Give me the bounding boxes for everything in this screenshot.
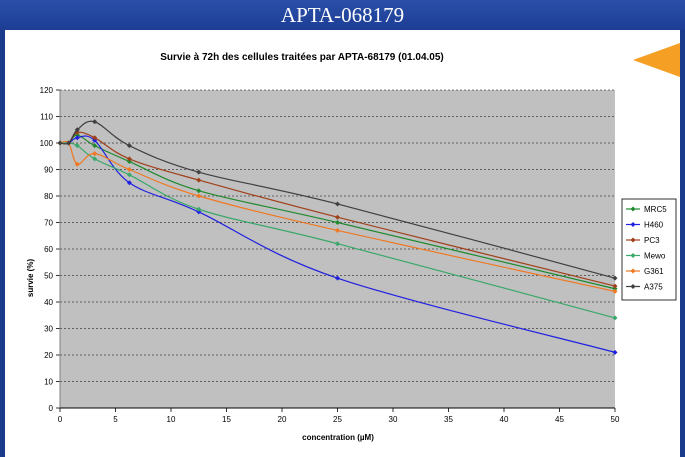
page-title: APTA-068179 <box>280 3 405 27</box>
data-point <box>196 177 202 183</box>
data-point <box>196 206 202 212</box>
series-line-mewo <box>59 142 616 319</box>
y-tick-label: 50 <box>44 272 53 281</box>
data-point <box>74 135 80 141</box>
y-axis-label: survie (%) <box>26 259 35 298</box>
data-point <box>612 288 618 294</box>
legend-label-a375: A375 <box>644 283 663 292</box>
data-point <box>92 137 98 143</box>
x-tick-label: 30 <box>389 415 398 424</box>
x-tick-label: 5 <box>113 415 118 424</box>
data-point <box>92 135 98 141</box>
x-tick-label: 15 <box>222 415 231 424</box>
chart: Survie à 72h des cellules traitées par A… <box>26 43 680 442</box>
x-tick-label: 45 <box>555 415 564 424</box>
x-tick-label: 40 <box>500 415 509 424</box>
chart-panel: Survie à 72h des cellules traitées par A… <box>5 30 680 457</box>
legend-marker <box>630 268 636 274</box>
page-header: APTA-068179 <box>0 0 685 30</box>
legend-marker <box>630 222 636 227</box>
data-point <box>196 188 202 194</box>
data-point <box>74 127 80 133</box>
data-point <box>126 159 132 165</box>
legend-label-h460: H460 <box>644 221 664 230</box>
data-point <box>126 172 132 178</box>
legend-label-mrc5: MRC5 <box>644 205 667 214</box>
data-point <box>612 349 618 355</box>
y-tick-label: 80 <box>44 192 53 201</box>
legend-marker <box>630 206 636 212</box>
series-lines <box>57 119 618 355</box>
data-point <box>196 209 202 215</box>
data-point <box>66 140 72 146</box>
x-tick-label: 0 <box>58 415 63 424</box>
data-point <box>126 180 132 186</box>
data-point <box>612 315 618 321</box>
legend-box <box>621 198 677 301</box>
grid-lines <box>60 89 615 382</box>
data-point <box>74 129 80 135</box>
x-tick-label: 25 <box>333 415 342 424</box>
x-tick-label: 50 <box>611 415 620 424</box>
data-point <box>57 140 63 146</box>
data-point <box>196 193 202 199</box>
data-point <box>126 156 132 162</box>
data-point <box>74 161 80 167</box>
data-point <box>126 143 132 149</box>
legend-label-pc3: PC3 <box>644 236 660 245</box>
y-tick-label: 90 <box>44 166 53 175</box>
data-point <box>126 167 132 172</box>
data-point <box>92 156 98 162</box>
data-point <box>612 275 618 281</box>
y-tick-label: 110 <box>40 113 53 122</box>
y-tick-label: 60 <box>44 245 53 254</box>
y-tick-label: 120 <box>40 86 54 95</box>
data-point <box>74 143 80 149</box>
data-point <box>335 214 340 220</box>
y-tick-label: 10 <box>44 378 53 387</box>
data-point <box>612 283 618 289</box>
y-tick-label: 70 <box>44 219 53 228</box>
y-tick-label: 30 <box>44 325 53 334</box>
data-point <box>335 275 340 281</box>
data-point <box>335 241 340 247</box>
y-tick-label: 100 <box>40 139 54 148</box>
legend-label-mewo: Mewo <box>644 252 666 261</box>
data-point <box>335 227 340 233</box>
data-point <box>92 151 98 157</box>
data-point <box>335 220 340 225</box>
y-tick-label: 0 <box>49 404 54 413</box>
arrow-left-icon[interactable] <box>633 43 680 77</box>
x-tick-label: 35 <box>444 415 453 424</box>
data-point <box>196 169 202 175</box>
y-tick-label: 20 <box>44 351 53 360</box>
data-point <box>92 119 98 125</box>
data-point <box>612 286 618 292</box>
x-axis-label: concentration (µM) <box>302 433 374 442</box>
legend-marker <box>630 253 636 258</box>
axes: 0 10 20 30 40 50 60 70 80 90 100 110 120 0 5 10 15 20 25 30… <box>40 86 620 424</box>
series-line-h460 <box>59 135 616 353</box>
legend: MRC5 H460 PC3 Mewo G361 A375 <box>621 198 677 301</box>
x-tick-label: 20 <box>278 415 287 424</box>
legend-label-g361: G361 <box>644 267 664 276</box>
series-line-g361 <box>59 140 616 292</box>
data-point <box>74 132 80 138</box>
y-tick-label: 40 <box>44 298 53 307</box>
legend-marker <box>630 237 636 243</box>
chart-title: Survie à 72h des cellules traitées par A… <box>160 52 443 63</box>
x-tick-label: 10 <box>167 415 176 424</box>
series-line-a375 <box>59 120 616 279</box>
legend-marker <box>630 284 636 289</box>
data-point <box>335 201 340 207</box>
data-point <box>92 143 98 149</box>
